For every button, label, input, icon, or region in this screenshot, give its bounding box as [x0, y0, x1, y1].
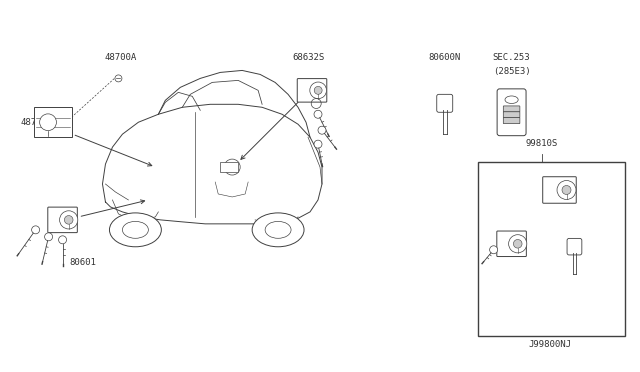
Ellipse shape	[252, 213, 304, 247]
FancyBboxPatch shape	[497, 231, 526, 257]
FancyBboxPatch shape	[220, 162, 238, 172]
Circle shape	[224, 159, 240, 175]
FancyBboxPatch shape	[567, 238, 582, 255]
FancyBboxPatch shape	[503, 106, 520, 112]
FancyBboxPatch shape	[543, 177, 576, 203]
Circle shape	[45, 233, 52, 241]
Text: 99810S: 99810S	[525, 139, 557, 148]
FancyBboxPatch shape	[503, 118, 520, 124]
Circle shape	[310, 82, 326, 99]
FancyBboxPatch shape	[48, 207, 77, 232]
Ellipse shape	[109, 213, 161, 247]
Circle shape	[59, 236, 67, 244]
Ellipse shape	[122, 221, 148, 238]
Ellipse shape	[505, 96, 518, 103]
Circle shape	[31, 226, 40, 234]
Circle shape	[557, 180, 576, 199]
Circle shape	[513, 240, 522, 248]
FancyBboxPatch shape	[34, 107, 72, 137]
Text: SEC.253: SEC.253	[493, 54, 531, 62]
Circle shape	[490, 246, 498, 254]
Text: 80601: 80601	[69, 258, 96, 267]
Circle shape	[60, 211, 78, 229]
FancyBboxPatch shape	[503, 112, 520, 118]
Bar	[477, 162, 625, 336]
Circle shape	[562, 186, 571, 195]
Circle shape	[509, 235, 527, 253]
Circle shape	[40, 114, 56, 131]
Text: 68632S: 68632S	[292, 54, 324, 62]
FancyBboxPatch shape	[297, 78, 327, 102]
Text: 48700: 48700	[20, 118, 47, 127]
Circle shape	[314, 140, 322, 148]
Circle shape	[314, 86, 322, 94]
Circle shape	[115, 75, 122, 82]
Text: J99800NJ: J99800NJ	[528, 340, 571, 349]
Text: 80600N: 80600N	[429, 54, 461, 62]
FancyBboxPatch shape	[497, 89, 526, 136]
Circle shape	[314, 110, 322, 118]
Circle shape	[318, 126, 326, 134]
FancyBboxPatch shape	[436, 94, 452, 112]
Text: (285E3): (285E3)	[493, 67, 531, 76]
Text: 48700A: 48700A	[104, 54, 136, 62]
Ellipse shape	[265, 221, 291, 238]
Circle shape	[65, 215, 73, 224]
